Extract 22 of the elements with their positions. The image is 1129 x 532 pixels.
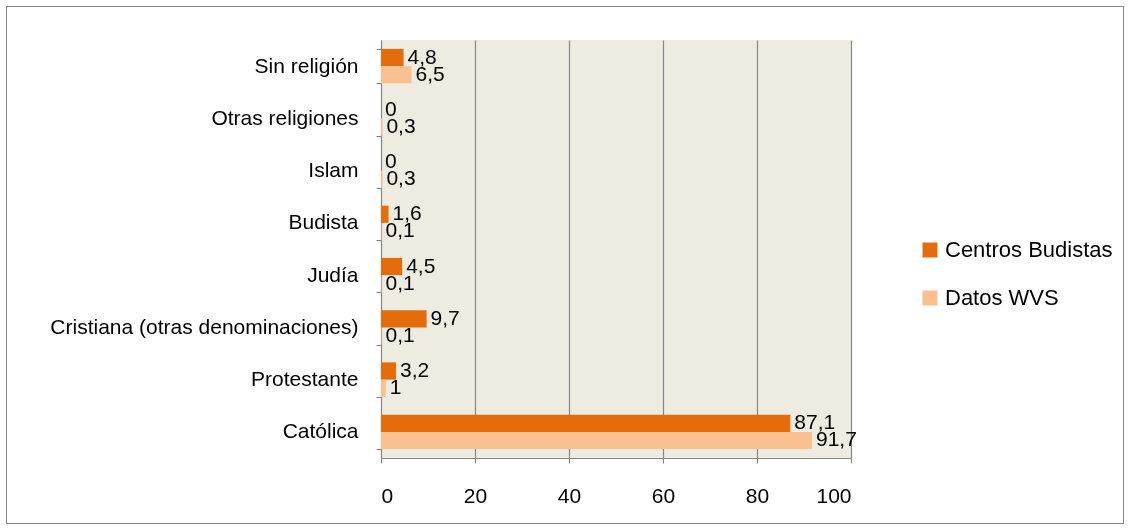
y-tick-label: Budista [288,210,359,234]
y-tick-label: Islam [308,158,359,182]
y-tick-label: Protestante [251,367,359,391]
data-label: 0 [385,149,397,172]
x-tick-label: 40 [557,483,582,507]
data-label: 3,2 [400,358,430,381]
x-tick-label: 100 [816,483,852,507]
data-label: 1 [389,375,402,399]
x-tick-label: 80 [745,483,770,507]
y-tick-label: Cristiana (otras denominaciones) [50,314,359,338]
data-label: 0,1 [385,323,415,346]
x-tick-label: 0 [381,483,394,507]
x-tick-label: 60 [651,483,676,507]
data-label: 9,7 [430,305,460,329]
x-tick-label: 20 [463,483,488,507]
y-tick-label: Católica [282,419,359,443]
y-tick-label: Sin religión [254,53,359,77]
y-tick-label: Judía [307,262,359,286]
data-label: 0 [385,96,397,120]
legend-label: Datos WVS [945,285,1059,310]
legend-label: Centros Budistas [945,237,1113,262]
y-tick-label: Otras religiones [211,105,359,129]
